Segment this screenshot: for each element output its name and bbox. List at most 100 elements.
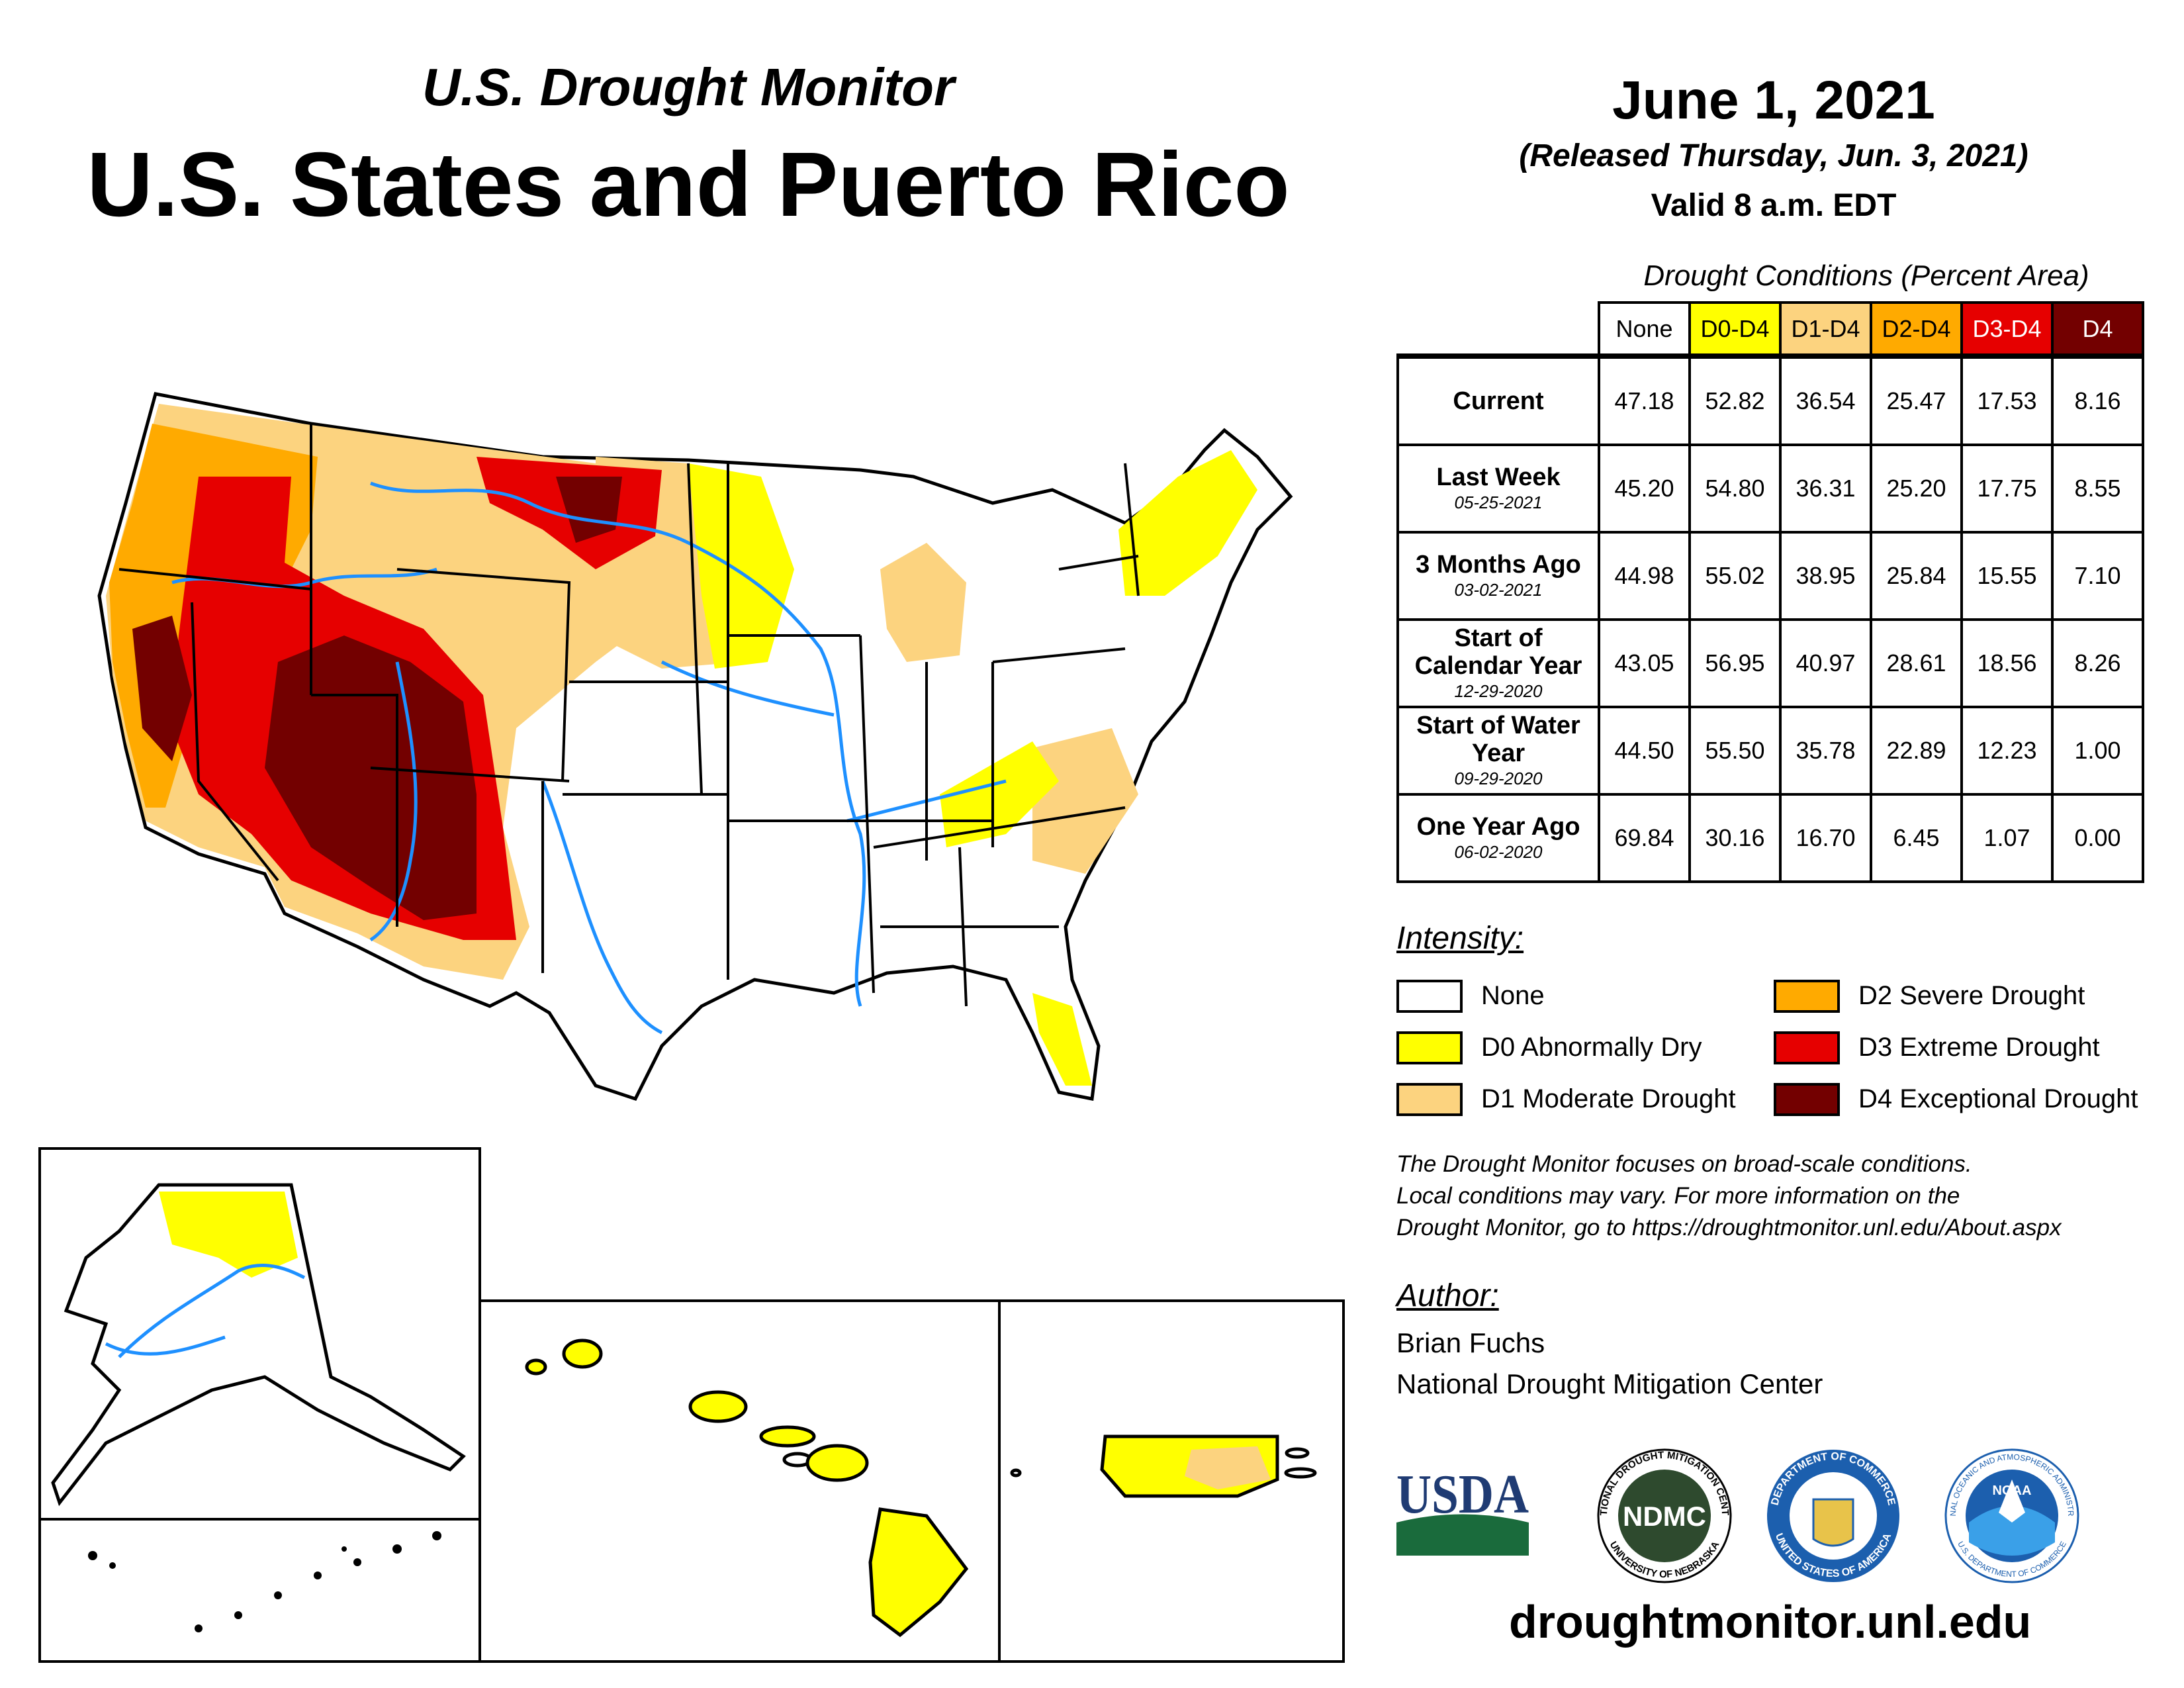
- aleutian-islands: [88, 1531, 441, 1632]
- table-cell: 17.53: [1960, 353, 2054, 446]
- table-cell: 43.05: [1598, 618, 1691, 708]
- table-cell: 52.82: [1688, 353, 1782, 446]
- alaska-rivers: [105, 1264, 306, 1358]
- map-date: June 1, 2021: [1612, 70, 1935, 130]
- table-cell: 56.95: [1688, 618, 1782, 708]
- table-cell: 69.84: [1598, 793, 1691, 883]
- table-cell: 8.26: [2051, 618, 2144, 708]
- legend-label: D3 Extreme Drought: [1858, 1033, 2100, 1062]
- table-cell: 6.45: [1870, 793, 1963, 883]
- legend-swatch: [1774, 1031, 1840, 1064]
- rivers: [171, 481, 1007, 1035]
- puerto-rico-inset-frame: [998, 1299, 1345, 1663]
- table-cell: 36.54: [1779, 353, 1872, 446]
- table-cell: 55.02: [1688, 531, 1782, 621]
- hawaii-islands: [525, 1338, 969, 1638]
- author-org: National Drought Mitigation Center: [1396, 1368, 1823, 1399]
- row-label: Start of Water Year 09-29-2020: [1396, 706, 1600, 796]
- table-cell: 47.18: [1598, 353, 1691, 446]
- table-row: Start of Calendar Year 12-29-2020 43.05 56.…: [1396, 618, 2144, 708]
- legend-label: D2 Severe Drought: [1858, 981, 2085, 1010]
- legend-heading: Intensity:: [1396, 921, 1524, 956]
- header-blank: [1398, 303, 1599, 357]
- table-cell: 16.70: [1779, 793, 1872, 883]
- puerto-rico: [1010, 1434, 1317, 1498]
- legend-label: None: [1481, 981, 1545, 1010]
- map-title: U.S. States and Puerto Rico: [87, 134, 1290, 236]
- release-date: (Released Thursday, Jun. 3, 2021): [1519, 138, 2028, 173]
- noaa-wordmark: NOAA: [1993, 1483, 2032, 1498]
- table-cell: 44.50: [1598, 706, 1691, 796]
- table-cell: 28.61: [1870, 618, 1963, 708]
- legend-swatch: [1396, 980, 1463, 1013]
- table-cell: 45.20: [1598, 444, 1691, 534]
- legend-swatch: [1774, 980, 1840, 1013]
- table-header-row: None D0-D4 D1-D4 D2-D4 D3-D4 D4: [1398, 301, 2144, 357]
- table-cell: 25.20: [1870, 444, 1963, 534]
- row-label: 3 Months Ago 03-02-2021: [1396, 531, 1600, 621]
- row-label-date: 12-29-2020: [1454, 681, 1543, 701]
- row-label-text: Current: [1453, 387, 1544, 415]
- table-cell: 25.84: [1870, 531, 1963, 621]
- table-cell: 0.00: [2051, 793, 2144, 883]
- d0-florida: [1032, 993, 1092, 1086]
- row-label: Current: [1396, 353, 1600, 446]
- row-label-text: One Year Ago: [1416, 813, 1580, 841]
- map-subtitle: U.S. Drought Monitor: [422, 58, 955, 117]
- table-cell: 44.98: [1598, 531, 1691, 621]
- disclaimer-note: The Drought Monitor focuses on broad-sca…: [1396, 1149, 2158, 1244]
- row-label-text: 3 Months Ago: [1416, 551, 1581, 579]
- col-header-d1-d4: D1-D4: [1779, 301, 1872, 357]
- d0-michigan: [880, 543, 966, 662]
- table-row: Last Week 05-25-2021 45.20 54.80 36.31 25.20 1…: [1396, 444, 2144, 534]
- table-cell: 40.97: [1779, 618, 1872, 708]
- table-cell: 38.95: [1779, 531, 1872, 621]
- table-cell: 30.16: [1688, 793, 1782, 883]
- aleutians-inset-frame: [38, 1518, 481, 1663]
- d0-northplains: [688, 463, 794, 669]
- table-cell: 35.78: [1779, 706, 1872, 796]
- usda-logo: USDA: [1396, 1464, 1529, 1556]
- table-cell: 25.47: [1870, 353, 1963, 446]
- table-cell: 17.75: [1960, 444, 2054, 534]
- author-name: Brian Fuchs: [1396, 1327, 1545, 1358]
- table-cell: 8.55: [2051, 444, 2144, 534]
- legend-label: D4 Exceptional Drought: [1858, 1084, 2138, 1113]
- row-label-date: 09-29-2020: [1454, 769, 1543, 788]
- row-label: Last Week 05-25-2021: [1396, 444, 1600, 534]
- table-cell: 1.07: [1960, 793, 2054, 883]
- d1-midatlantic: [1032, 728, 1138, 874]
- row-label-text: Start of Calendar Year: [1414, 624, 1582, 680]
- legend-label: D0 Abnormally Dry: [1481, 1033, 1702, 1062]
- table-cell: 12.23: [1960, 706, 2054, 796]
- d4-westcoast: [132, 616, 192, 761]
- alaska-shape: [51, 1183, 466, 1507]
- note-line-2: Local conditions may vary. For more info…: [1396, 1183, 1960, 1209]
- table-cell: 22.89: [1870, 706, 1963, 796]
- author-heading: Author:: [1396, 1278, 1499, 1313]
- table-cell: 8.16: [2051, 353, 2144, 446]
- table-row: Start of Water Year 09-29-2020 44.50 55.50 3…: [1396, 706, 2144, 796]
- note-line-1: The Drought Monitor focuses on broad-sca…: [1396, 1151, 1972, 1177]
- col-header-d2-d4: D2-D4: [1870, 301, 1963, 357]
- row-label: One Year Ago 06-02-2020: [1396, 793, 1600, 883]
- table-row: Current 47.18 52.82 36.54 25.47 17.53 8.16: [1396, 353, 2144, 446]
- col-header-d0-d4: D0-D4: [1688, 301, 1782, 357]
- commerce-logo: DEPARTMENT OF COMMERCE UNITED STATES OF …: [1767, 1450, 1899, 1582]
- row-label-text: Last Week: [1436, 463, 1561, 491]
- row-label-text: Start of Water Year: [1416, 712, 1580, 767]
- table-caption: Drought Conditions (Percent Area): [1643, 259, 2089, 292]
- valid-time: Valid 8 a.m. EDT: [1651, 188, 1897, 223]
- table-cell: 54.80: [1688, 444, 1782, 534]
- table-cell: 7.10: [2051, 531, 2144, 621]
- table-cell: 18.56: [1960, 618, 2054, 708]
- row-label-date: 06-02-2020: [1454, 842, 1543, 862]
- col-header-none: None: [1598, 301, 1691, 357]
- legend-swatch: [1774, 1083, 1840, 1116]
- legend-label: D1 Moderate Drought: [1481, 1084, 1736, 1113]
- website-url[interactable]: droughtmonitor.unl.edu: [1509, 1596, 2032, 1648]
- legend-swatch: [1396, 1031, 1463, 1064]
- col-header-d4: D4: [2051, 301, 2144, 357]
- d0-northeast: [1118, 450, 1257, 596]
- drought-conditions-table: None D0-D4 D1-D4 D2-D4 D3-D4 D4 Current 4…: [1396, 301, 2144, 883]
